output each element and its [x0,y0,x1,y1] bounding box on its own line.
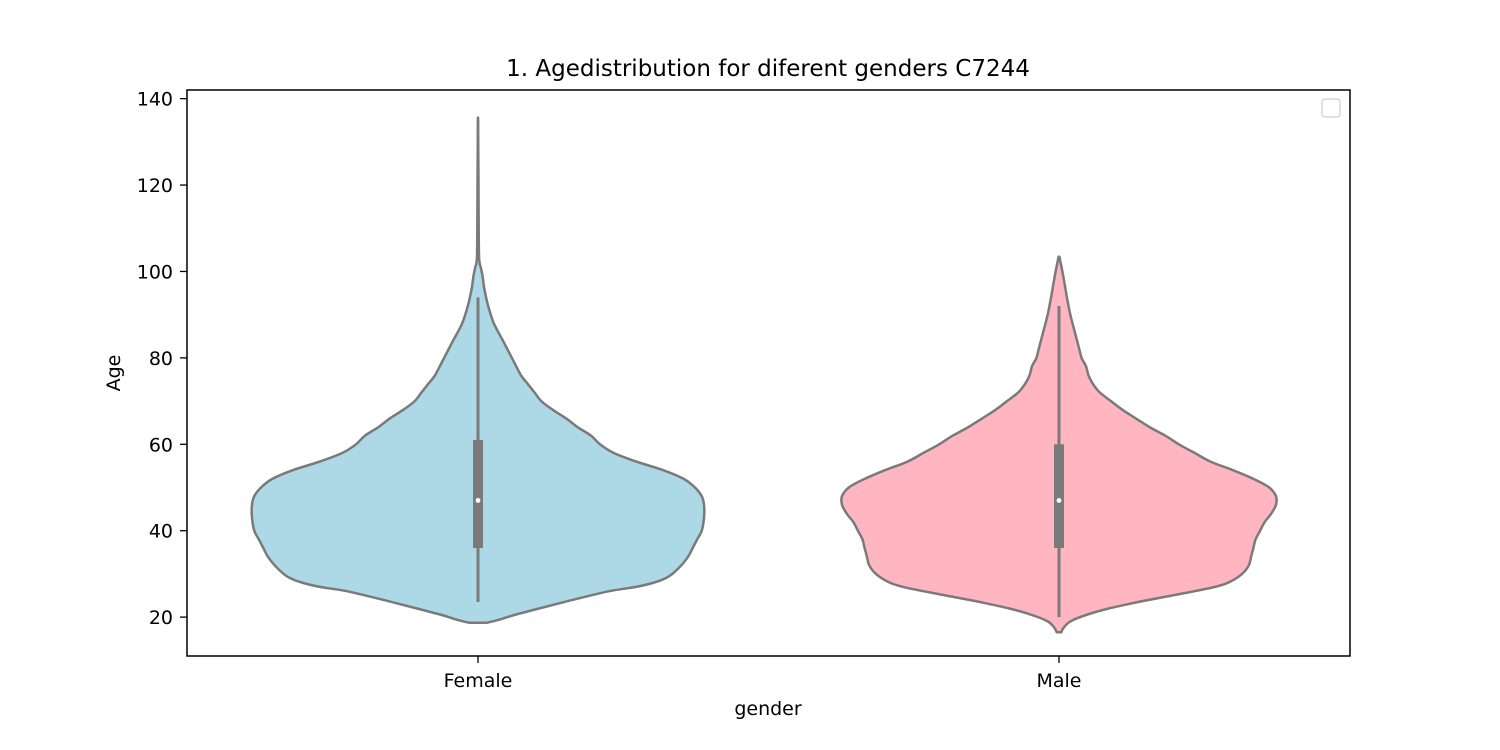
y-tick-label: 60 [149,434,173,456]
plot-frame [186,89,1351,657]
iqr-box-female [473,439,483,548]
y-tick-label: 120 [137,175,173,197]
x-tick-label-female: Female [444,670,513,692]
x-axis-label: gender [734,698,802,720]
y-tick-label: 40 [149,521,173,543]
y-tick-label: 140 [137,89,173,111]
x-tick-label-male: Male [1036,670,1081,692]
y-axis: 20 40 60 80 100 120 140 [137,89,187,629]
violin-layer [250,116,1278,634]
legend-box [1321,98,1341,118]
y-tick-label: 100 [137,261,173,283]
median-point-female [475,498,481,503]
iqr-box-male [1054,444,1064,548]
chart-title: 1. Agedistribution for diferent genders … [506,56,1030,82]
x-axis: Female Male [444,656,1082,692]
y-tick-label: 80 [149,348,173,370]
median-point-male [1056,498,1062,503]
y-axis-label: Age [103,355,125,392]
y-tick-label: 20 [149,607,173,629]
